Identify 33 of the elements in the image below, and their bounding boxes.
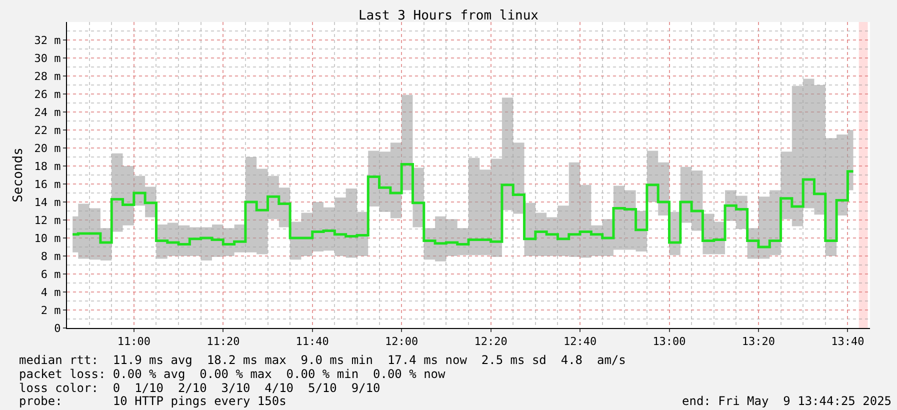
x-tick-label: 13:40 — [831, 335, 864, 348]
y-tick-label: 20 m — [34, 142, 62, 155]
x-tick-label: 11:20 — [206, 335, 240, 348]
text: loss color: 0 1/10 2/10 3/10 4/10 5/10 9/10 — [19, 381, 380, 395]
text: end: Fri May 9 13:44:25 2025 — [682, 394, 892, 408]
text: median rtt: 11.9 ms avg 18.2 ms max 9.0 ms min 17.4 ms now 2.5 ms sd 4.8 am/s — [19, 353, 626, 367]
y-tick-label: 2 m — [40, 304, 62, 317]
y-tick-label: 6 m — [40, 268, 62, 281]
x-tick-label: 11:00 — [117, 335, 150, 348]
x-tick-label: 13:20 — [742, 335, 776, 348]
y-tick-label: 24 m — [34, 106, 62, 119]
x-tick-label: 12:40 — [563, 335, 597, 348]
y-tick-label: 30 m — [34, 52, 62, 65]
text: probe: 10 HTTP pings every 150s — [19, 394, 286, 408]
chart-title: Last 3 Hours from linux — [358, 8, 539, 24]
y-tick-label: 4 m — [40, 286, 62, 299]
text: packet loss: 0.00 % avg 0.00 % max 0.00 % min 0.00 % now — [19, 367, 446, 381]
y-tick-label: 10 m — [34, 232, 62, 245]
y-tick-label: 0 — [54, 322, 61, 335]
x-tick-label: 12:20 — [474, 335, 508, 348]
y-tick-label: 32 m — [34, 34, 62, 47]
x-tick-label: 13:00 — [652, 335, 686, 348]
y-axis-title: Seconds — [11, 148, 26, 202]
x-tick-label: 11:40 — [296, 335, 329, 348]
y-tick-label: 22 m — [34, 124, 62, 137]
y-tick-label: 26 m — [34, 88, 62, 101]
x-tick-label: 12:00 — [385, 335, 418, 348]
y-tick-label: 12 m — [34, 214, 62, 227]
y-tick-label: 16 m — [34, 178, 62, 191]
y-tick-label: 14 m — [34, 196, 62, 209]
y-tick-label: 8 m — [40, 250, 62, 263]
y-tick-label: 28 m — [34, 70, 62, 83]
y-tick-label: 18 m — [34, 160, 62, 173]
